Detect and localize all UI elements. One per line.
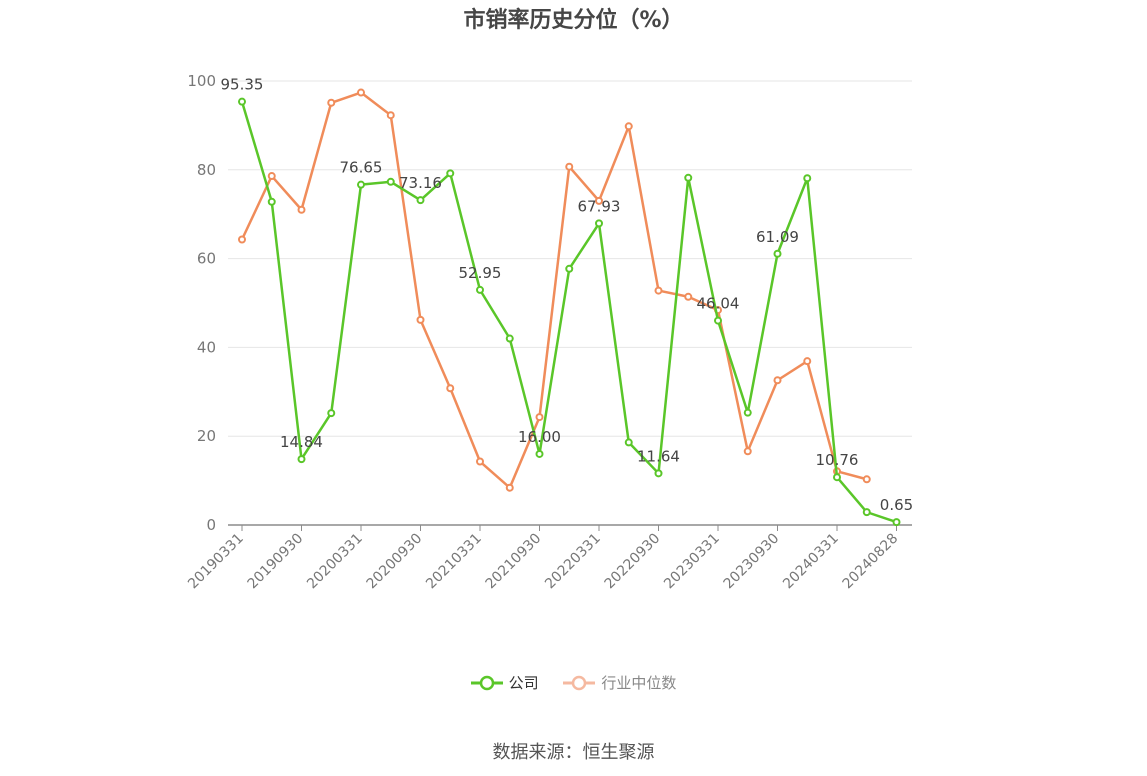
x-tick-label: 20240828	[840, 531, 902, 593]
x-axis: 2019033120190930202003312020093020210331…	[185, 524, 912, 593]
data-point[interactable]	[476, 285, 484, 294]
series-group	[238, 88, 901, 527]
y-tick-label: 100	[187, 72, 216, 90]
x-tick-label: 20230930	[721, 531, 783, 593]
chart-title: 市销率历史分位（%）	[463, 8, 684, 33]
data-point[interactable]	[535, 449, 544, 458]
data-label: 95.35	[221, 76, 264, 94]
x-tick-label: 20230331	[661, 531, 723, 593]
data-point[interactable]	[267, 197, 276, 206]
data-point[interactable]	[357, 180, 365, 189]
y-tick-label: 0	[206, 516, 216, 534]
x-tick-label: 20200331	[304, 531, 366, 593]
data-point[interactable]	[773, 249, 782, 258]
data-label: 16.00	[518, 428, 561, 446]
data-point[interactable]	[297, 205, 306, 214]
legend-item-company[interactable]: 公司	[470, 672, 539, 693]
data-point[interactable]	[684, 292, 693, 301]
legend-item-industry[interactable]: 行业中位数	[563, 672, 676, 693]
series-line	[240, 91, 868, 489]
data-point[interactable]	[416, 315, 425, 324]
data-point[interactable]	[267, 172, 276, 181]
data-point[interactable]	[238, 235, 246, 244]
y-tick-label: 60	[197, 250, 216, 268]
data-label: 14.84	[280, 433, 323, 451]
data-point[interactable]	[446, 169, 455, 178]
data-point[interactable]	[684, 173, 693, 182]
data-point[interactable]	[565, 162, 574, 171]
legend-industry-marker-icon	[563, 675, 596, 690]
data-labels: 95.35 14.84 76.65 73.16 52.95 16.00 67.93 11.64…	[221, 76, 914, 514]
data-label: 46.04	[697, 295, 740, 313]
data-point[interactable]	[535, 413, 544, 422]
data-label: 73.16	[399, 174, 442, 192]
data-point[interactable]	[327, 409, 336, 418]
x-tick-label: 20190930	[245, 531, 307, 593]
y-tick-label: 20	[197, 427, 216, 445]
legend: 公司 行业中位数	[0, 672, 1147, 695]
data-point[interactable]	[327, 98, 336, 107]
data-point[interactable]	[476, 457, 484, 466]
data-point[interactable]	[743, 408, 752, 417]
y-axis-ticks: 0 20 40 60 80 100	[187, 72, 216, 534]
data-point[interactable]	[714, 316, 722, 325]
x-tick-label: 20210930	[483, 531, 545, 593]
legend-company-label: 公司	[508, 674, 539, 692]
data-point[interactable]	[565, 264, 574, 273]
data-point[interactable]	[238, 97, 246, 106]
y-tick-label: 40	[197, 338, 216, 356]
data-source: 数据来源：恒生聚源	[492, 742, 655, 763]
data-point[interactable]	[654, 469, 663, 478]
data-point[interactable]	[773, 376, 782, 385]
data-point[interactable]	[416, 196, 425, 205]
data-point[interactable]	[862, 475, 871, 484]
data-label: 52.95	[459, 264, 502, 282]
data-label: 76.65	[340, 159, 383, 177]
data-point[interactable]	[386, 177, 395, 186]
data-point[interactable]	[505, 483, 514, 492]
data-label: 67.93	[578, 197, 621, 215]
data-point[interactable]	[833, 473, 841, 482]
data-label: 10.76	[816, 451, 859, 469]
y-tick-label: 80	[197, 161, 216, 179]
data-point[interactable]	[505, 334, 514, 343]
data-label: 11.64	[637, 447, 680, 465]
data-point[interactable]	[595, 196, 603, 205]
data-point[interactable]	[862, 508, 871, 517]
data-label: 0.65	[880, 496, 913, 514]
data-point[interactable]	[357, 88, 365, 97]
data-point[interactable]	[595, 219, 603, 228]
data-point[interactable]	[743, 447, 752, 456]
data-point[interactable]	[654, 286, 663, 295]
data-point[interactable]	[446, 384, 455, 393]
x-tick-label: 20190331	[185, 531, 247, 593]
x-tick-label: 20210331	[423, 531, 485, 593]
data-point[interactable]	[892, 518, 901, 527]
data-point[interactable]	[803, 357, 812, 366]
data-point[interactable]	[624, 438, 633, 447]
x-tick-label: 20200930	[364, 531, 426, 593]
data-label: 61.09	[756, 228, 799, 246]
data-point[interactable]	[624, 122, 633, 131]
grid-lines	[228, 80, 912, 437]
x-tick-label: 20220331	[542, 531, 604, 593]
series-industry	[238, 88, 871, 492]
data-point[interactable]	[386, 111, 395, 120]
legend-company-marker-icon	[470, 675, 503, 690]
data-point[interactable]	[297, 455, 306, 464]
legend-industry-label: 行业中位数	[601, 674, 677, 692]
series-company	[238, 97, 901, 527]
x-tick-label: 20220930	[602, 531, 664, 593]
x-tick-label: 20240331	[780, 531, 842, 593]
data-point[interactable]	[803, 174, 812, 183]
